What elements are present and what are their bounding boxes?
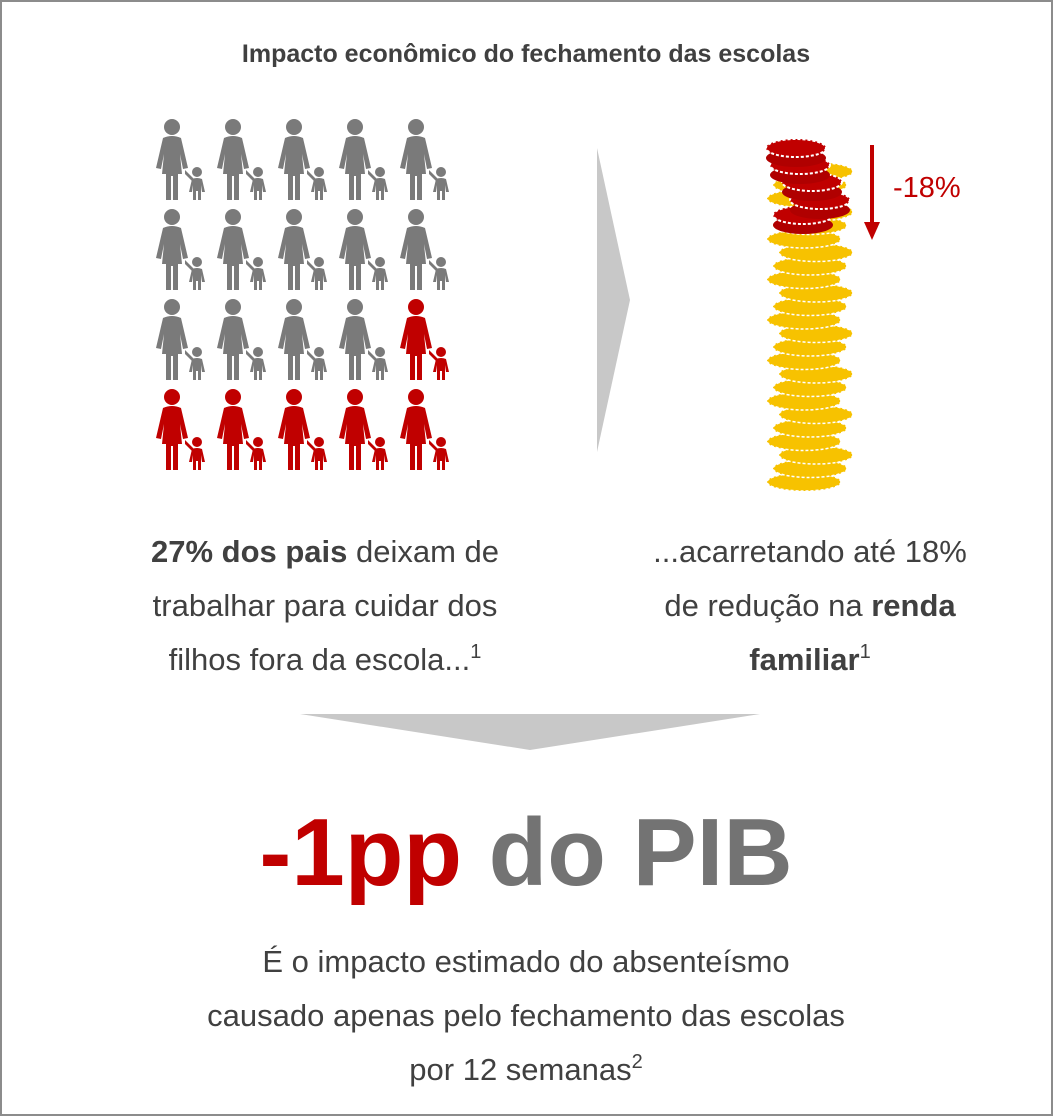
right-caption-line: ...acarretando até 18% [653,534,967,569]
footnote-ref: 2 [632,1051,643,1073]
text: deixam de [347,534,499,569]
arrow-down [300,714,760,750]
person-icon [400,119,449,200]
person-icon [339,389,388,470]
bold-text: renda [871,588,956,623]
coin-stack [765,138,854,492]
left-caption-line: filhos fora da escola...1 [169,641,482,677]
person-icon [339,209,388,290]
person-icon [156,299,205,380]
headline: -1pp do PIB [259,799,792,906]
conclusion-line: É o impacto estimado do absenteísmo [262,944,789,979]
down-arrow-head [864,222,880,240]
person-icon [339,299,388,380]
left-caption-line: 27% dos pais deixam de [151,534,499,569]
person-icon [339,119,388,200]
conclusion-line: por 12 semanas2 [409,1051,642,1087]
person-icon [217,389,266,470]
right-caption-line: familiar1 [749,641,870,677]
bold-text: familiar [749,642,859,677]
person-icon [400,389,449,470]
person-icon [278,389,327,470]
footnote-ref: 1 [470,641,481,663]
person-icon [400,209,449,290]
person-icon [278,209,327,290]
person-icon [217,299,266,380]
headline-highlight: -1pp [259,799,462,906]
text: filhos fora da escola... [169,642,471,677]
person-icon [278,299,327,380]
reduction-label: -18% [893,172,961,204]
text: por 12 semanas [409,1052,631,1087]
conclusion-line: causado apenas pelo fechamento das escol… [207,998,845,1033]
person-icon [400,299,449,380]
person-icon [278,119,327,200]
title: Impacto econômico do fechamento das esco… [242,40,810,68]
people-grid [156,119,449,470]
person-icon [156,119,205,200]
coin [765,138,827,158]
left-caption-line: trabalhar para cuidar dos [153,588,498,623]
person-icon [156,389,205,470]
arrow-right [597,148,630,452]
bold-text: 27% dos pais [151,534,347,569]
person-icon [217,119,266,200]
person-icon [217,209,266,290]
text: de redução na [664,588,871,623]
headline-rest: do PIB [462,799,793,906]
person-icon [156,209,205,290]
right-caption-line: de redução na renda [664,588,956,623]
footnote-ref: 1 [860,641,871,663]
